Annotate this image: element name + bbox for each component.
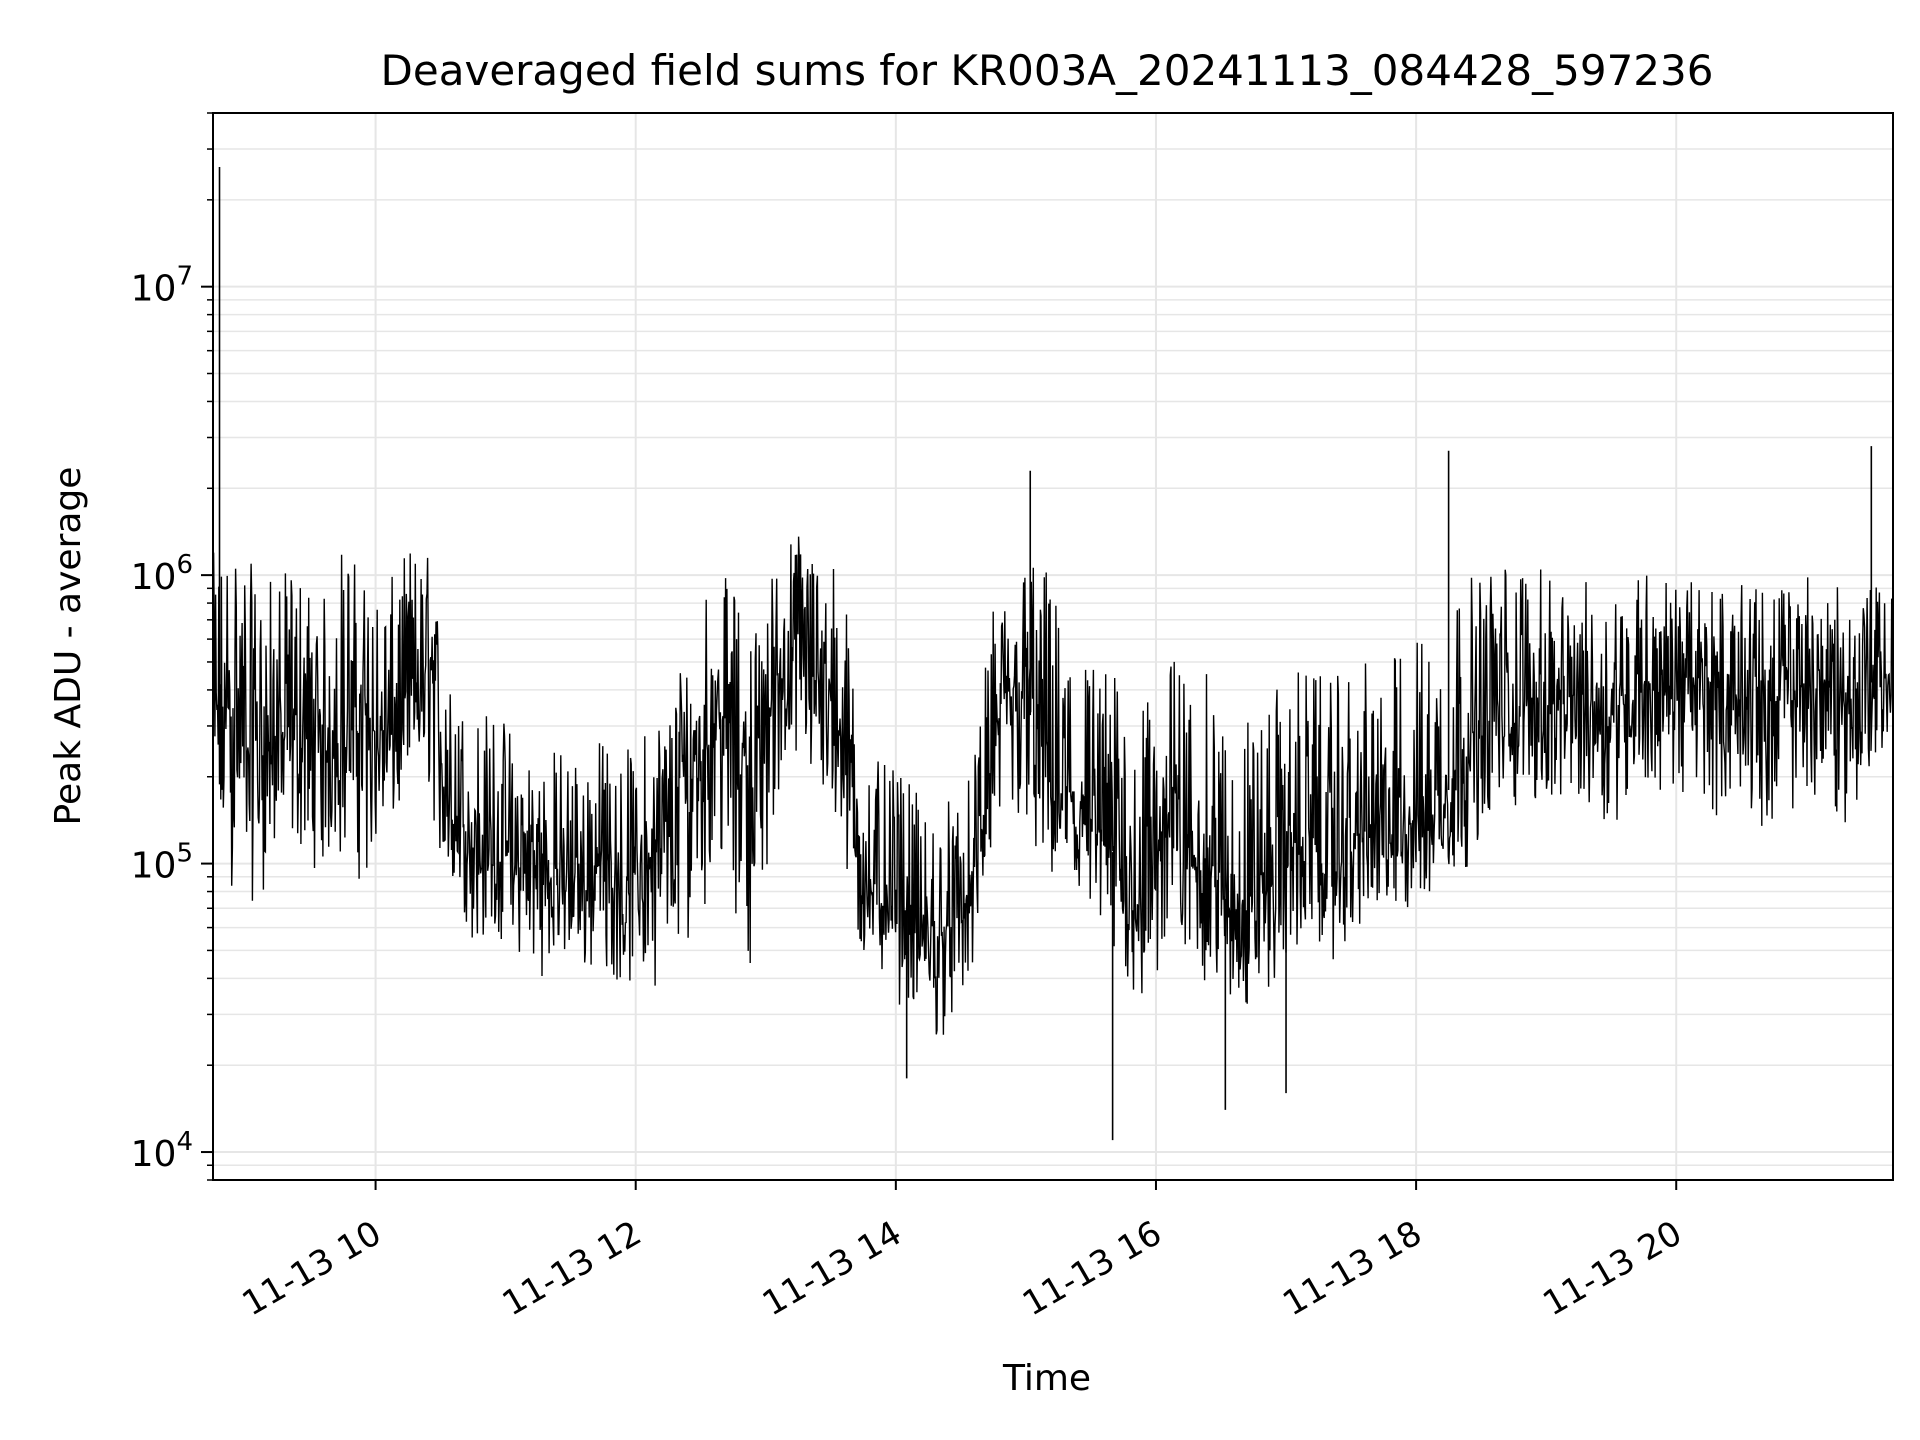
y-tick-label: 106 bbox=[131, 550, 193, 598]
plot-area bbox=[213, 166, 1893, 1141]
y-axis-label: Peak ADU - average bbox=[48, 467, 89, 826]
x-axis-label: Time bbox=[1002, 1358, 1091, 1399]
y-tick-exponent: 5 bbox=[176, 839, 193, 869]
series-line bbox=[213, 536, 1893, 1035]
y-tick-base: 10 bbox=[131, 269, 177, 310]
series-group bbox=[213, 166, 1893, 1141]
y-tick-label: 105 bbox=[131, 839, 193, 887]
chart-title: Deaveraged field sums for KR003A_2024111… bbox=[381, 46, 1714, 95]
y-tick-base: 10 bbox=[131, 557, 177, 598]
y-tick-exponent: 4 bbox=[176, 1127, 193, 1157]
y-tick-base: 10 bbox=[131, 846, 177, 887]
y-tick-exponent: 7 bbox=[176, 262, 193, 292]
grid-lines bbox=[213, 112, 1893, 1181]
y-tick-label: 104 bbox=[131, 1127, 193, 1175]
y-tick-exponent: 6 bbox=[176, 550, 193, 580]
plot-frame bbox=[212, 112, 1894, 1181]
y-tick-base: 10 bbox=[131, 1134, 177, 1175]
y-tick-label: 107 bbox=[131, 262, 193, 310]
